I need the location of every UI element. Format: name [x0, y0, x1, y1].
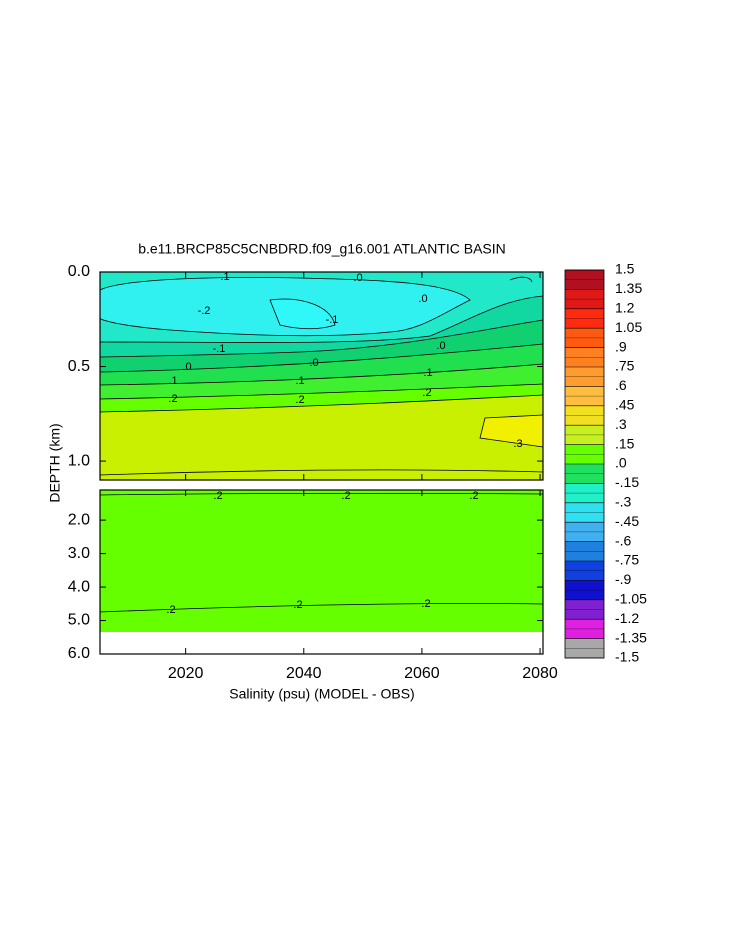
x-tick-label: 2020 [168, 665, 204, 682]
colorbar-label: .9 [615, 338, 627, 354]
contour-label: .2 [213, 490, 222, 502]
contour-label: .1 [168, 375, 177, 387]
colorbar-label: .3 [615, 416, 627, 432]
contour-label: .2 [469, 490, 478, 502]
contour-label: .3 [513, 438, 522, 450]
chart-title: b.e11.BRCP85C5CNBDRD.f09_g16.001 ATLANTI… [138, 241, 506, 257]
colorbar-frame [564, 269, 605, 659]
colorbar-label: 1.05 [615, 319, 642, 335]
colorbar-label: 1.2 [615, 300, 635, 316]
contour-label: .2 [422, 387, 431, 399]
contour-label: .2 [293, 599, 302, 611]
colorbar-label: -.6 [615, 532, 632, 548]
contour-label: .0 [309, 357, 318, 369]
x-axis-label: Salinity (psu) (MODEL - OBS) [229, 686, 414, 702]
colorbar-label: -1.5 [615, 649, 639, 665]
top-panel-frame [99, 271, 544, 481]
contour-label: .2 [166, 604, 175, 616]
colorbar-label: 1.35 [615, 280, 642, 296]
contour-label: .1 [295, 375, 304, 387]
contour-label: .1 [220, 271, 229, 283]
colorbar-label: 1.5 [615, 261, 635, 277]
contour-label: .0 [418, 293, 427, 305]
y-axis-label: DEPTH (km) [47, 423, 63, 502]
y-tick-label: 6.0 [68, 645, 90, 662]
top-panel-field [99, 272, 544, 480]
colorbar-label: .15 [615, 435, 635, 451]
colorbar-label: -1.05 [615, 591, 647, 607]
bottom-panel-field [99, 490, 544, 654]
colorbar-label: -.3 [615, 494, 632, 510]
colorbar-label: -.9 [615, 571, 632, 587]
contour-label: .2 [341, 490, 350, 502]
dynamic-layer: 2020 2040 2060 2080 0.0 0.5 1.0 2.0 3.0 4.0 5.0 6.0… [68, 261, 647, 683]
bottom-panel-frame [99, 489, 544, 655]
y-tick-label: 0.5 [68, 358, 90, 375]
x-tick-label: 2040 [286, 665, 322, 682]
x-tick-label: 2080 [522, 665, 558, 682]
y-tick-label: 0.0 [68, 263, 90, 280]
y-tick-label: 5.0 [68, 612, 90, 629]
contour-label: .0 [182, 361, 191, 373]
contour-label: .0 [436, 340, 445, 352]
y-tick-label: 2.0 [68, 511, 90, 528]
colorbar-label: -.45 [615, 513, 639, 529]
colorbar-label: .75 [615, 358, 635, 374]
contour-label: -.1 [326, 314, 339, 326]
y-tick-label: 4.0 [68, 578, 90, 595]
y-tick-label: 3.0 [68, 545, 90, 562]
colorbar-label: .6 [615, 377, 627, 393]
x-tick-label: 2060 [404, 665, 440, 682]
contour-label: .2 [295, 394, 304, 406]
colorbar-label: -.15 [615, 474, 639, 490]
contour-label: -.2 [198, 305, 211, 317]
y-tick-label: 1.0 [68, 452, 90, 469]
contour-label: .1 [423, 367, 432, 379]
colorbar-label: -1.2 [615, 610, 639, 626]
colorbar-label: .45 [615, 397, 635, 413]
colorbar-label: -1.35 [615, 629, 647, 645]
contour-label: -.1 [213, 343, 226, 355]
colorbar-label: .0 [615, 455, 627, 471]
contour-label: .2 [421, 598, 430, 610]
contour-label: .2 [168, 393, 177, 405]
contour-label: .0 [353, 272, 362, 284]
colorbar-label: -.75 [615, 552, 639, 568]
